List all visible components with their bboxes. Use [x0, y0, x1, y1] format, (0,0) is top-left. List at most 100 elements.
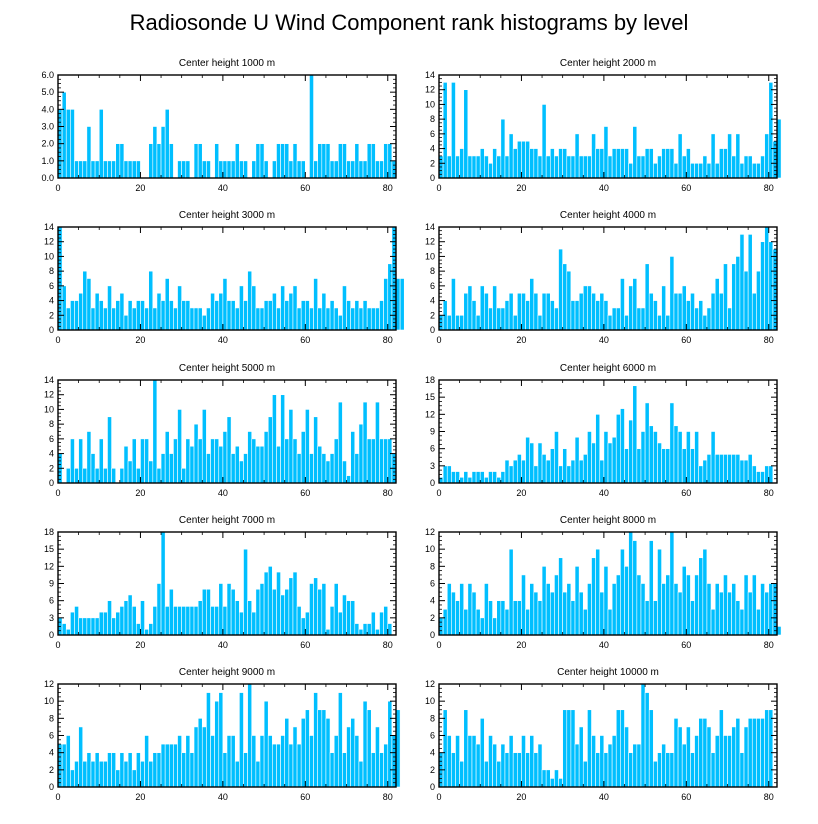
bar [653, 600, 658, 636]
bar [747, 155, 753, 179]
bar [640, 431, 646, 484]
bar [475, 314, 481, 331]
bar [78, 617, 84, 636]
bar [702, 459, 708, 484]
bar [517, 454, 522, 484]
y-tick-label: 12 [425, 85, 435, 95]
bar [620, 148, 625, 179]
y-tick-label: 4 [49, 449, 54, 459]
chart-panel-7: Center height 7000 m 0 3 6 9 12 15 18 0 20 40 60 80 [44, 515, 397, 650]
bar [657, 155, 662, 179]
bar [529, 442, 535, 484]
x-tick-label: 80 [383, 488, 393, 498]
bar [739, 162, 745, 179]
bar [337, 143, 343, 179]
bar [492, 743, 498, 788]
bar [82, 270, 88, 331]
bar [620, 709, 625, 788]
bar [665, 448, 671, 484]
bar [288, 743, 294, 788]
bar [342, 752, 347, 788]
bar [123, 445, 129, 484]
bar [718, 454, 724, 484]
bar [694, 735, 699, 788]
bar [222, 431, 228, 484]
bar [673, 718, 679, 788]
x-tick-label: 80 [383, 640, 393, 650]
bar [152, 126, 158, 179]
bar [284, 143, 290, 179]
bar [558, 778, 563, 788]
bar [533, 752, 539, 788]
bar [537, 600, 543, 636]
bar [723, 148, 728, 179]
bar [181, 606, 187, 636]
bar [710, 431, 716, 484]
bar [459, 476, 465, 484]
y-tick-label: 0 [430, 782, 435, 792]
x-tick-label: 0 [55, 183, 60, 193]
bar [492, 148, 498, 179]
bar [714, 454, 720, 484]
bar [280, 285, 286, 331]
y-tick-label: 0 [430, 325, 435, 335]
bar [325, 718, 331, 788]
y-tick-label: 3.0 [41, 122, 54, 132]
bar [673, 425, 679, 484]
bar [317, 709, 323, 788]
y-tick-label: 18 [425, 375, 435, 385]
bar [399, 278, 405, 331]
bar [115, 300, 121, 331]
bar [127, 160, 133, 179]
bar [661, 448, 667, 484]
bar [354, 453, 360, 484]
bar [661, 285, 667, 331]
bar [677, 591, 683, 636]
bar [201, 588, 207, 636]
bar [603, 566, 609, 636]
bar [119, 292, 125, 331]
bar [718, 292, 724, 331]
bar [296, 606, 302, 636]
bar [591, 557, 596, 636]
bar [587, 583, 592, 636]
bar [226, 735, 232, 788]
x-tick-label: 20 [516, 183, 526, 193]
bar [615, 709, 621, 788]
bar [346, 726, 351, 788]
bar [648, 292, 654, 331]
bar [611, 436, 617, 484]
bar [603, 431, 609, 484]
x-tick-label: 80 [764, 488, 774, 498]
bar [337, 692, 343, 788]
bar [70, 300, 75, 331]
bar [86, 752, 92, 788]
x-tick-label: 20 [135, 792, 145, 802]
bar [574, 566, 580, 636]
bar [65, 467, 71, 484]
bar [387, 263, 393, 331]
bar [471, 591, 477, 636]
bar [280, 394, 286, 484]
bar [189, 307, 195, 331]
bar [251, 160, 257, 179]
bar [107, 285, 112, 331]
bar [455, 314, 460, 331]
bar [181, 300, 187, 331]
bar [644, 402, 650, 484]
bar [669, 531, 675, 636]
bar [471, 155, 477, 179]
bar [558, 557, 563, 636]
x-tick-label: 20 [516, 335, 526, 345]
bar [263, 300, 269, 331]
y-tick-label: 14 [425, 70, 435, 80]
bar [354, 300, 360, 331]
y-tick-label: 2 [49, 765, 54, 775]
bar [74, 760, 79, 788]
bar [276, 743, 281, 788]
bar [119, 752, 125, 788]
y-tick-label: 0 [430, 630, 435, 640]
bar [591, 735, 596, 788]
bar [86, 278, 92, 331]
bar [714, 583, 720, 636]
